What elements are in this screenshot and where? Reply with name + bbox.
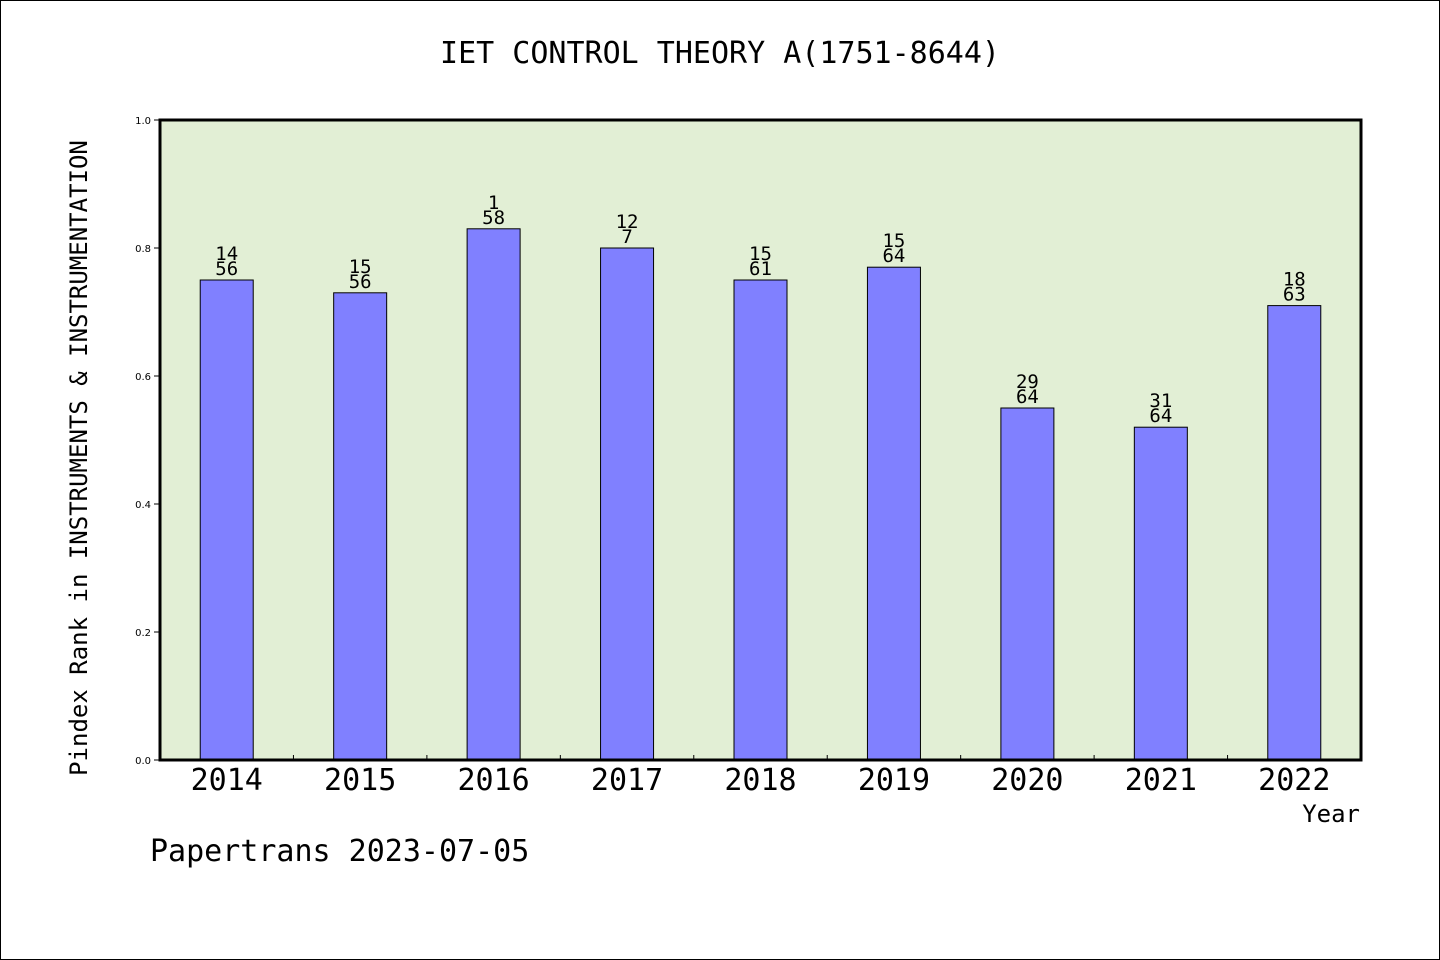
rank-label-2020: 29 — [1016, 371, 1039, 393]
bar-2017 — [600, 247, 655, 761]
x-tick-label-2015: 2015 — [324, 763, 396, 798]
bar-2014 — [199, 279, 254, 761]
chart-title: IET CONTROL THEORY A(1751-8644) — [440, 36, 1000, 71]
total-label-2018: 61 — [749, 258, 772, 280]
y-tick-label-1.0: 1.0 — [135, 116, 151, 127]
x-tick-label-2022: 2022 — [1258, 763, 1330, 798]
x-tick-label-2018: 2018 — [724, 763, 796, 798]
total-label-2021: 64 — [1149, 405, 1172, 427]
y-tick-label-0.6: 0.6 — [135, 372, 151, 383]
bars-group — [199, 228, 1322, 761]
total-label-2020: 64 — [1016, 386, 1039, 408]
y-tick-label-0.0: 0.0 — [135, 756, 151, 767]
bar-2018 — [733, 279, 788, 761]
x-tick-label-2019: 2019 — [858, 763, 930, 798]
x-tick-label-2016: 2016 — [457, 763, 529, 798]
x-axis-label: Year — [1302, 800, 1360, 828]
total-label-2016: 58 — [482, 207, 505, 229]
rank-label-2021: 31 — [1149, 390, 1172, 412]
total-label-2019: 64 — [882, 245, 905, 267]
rank-label-2014: 14 — [215, 243, 238, 265]
x-tick-label-2020: 2020 — [991, 763, 1063, 798]
bar-2016 — [466, 228, 521, 761]
x-tick-label-2014: 2014 — [191, 763, 263, 798]
bar-2020 — [1000, 407, 1055, 761]
rank-label-2016: 1 — [488, 192, 499, 214]
y-tick-label-0.8: 0.8 — [135, 244, 151, 255]
footer-stamp: Papertrans 2023-07-05 — [150, 834, 530, 869]
bar-2021 — [1133, 426, 1188, 761]
rank-label-2018: 15 — [749, 243, 772, 265]
rank-label-2019: 15 — [882, 230, 905, 252]
x-tick-label-2021: 2021 — [1125, 763, 1197, 798]
plot-border — [158, 118, 1363, 762]
rank-label-2017: 12 — [616, 211, 639, 233]
total-label-2017: 7 — [621, 226, 632, 248]
total-label-2014: 56 — [215, 258, 238, 280]
bar-2019 — [866, 266, 921, 761]
total-label-2022: 63 — [1283, 284, 1306, 306]
x-axis: 2014 2015 2016 2017 2018 2019 2020 2021 2022 — [191, 755, 1330, 798]
y-tick-label-0.4: 0.4 — [135, 500, 151, 511]
rank-label-2022: 18 — [1283, 269, 1306, 291]
x-tick-label-2017: 2017 — [591, 763, 663, 798]
bar-2015 — [333, 292, 388, 761]
y-axis: 0.0 0.2 0.4 0.6 0.8 1.0 — [135, 116, 160, 767]
bar-2022 — [1267, 305, 1322, 761]
total-label-2015: 56 — [349, 271, 372, 293]
rank-label-2015: 15 — [349, 256, 372, 278]
y-tick-label-0.2: 0.2 — [135, 628, 151, 639]
